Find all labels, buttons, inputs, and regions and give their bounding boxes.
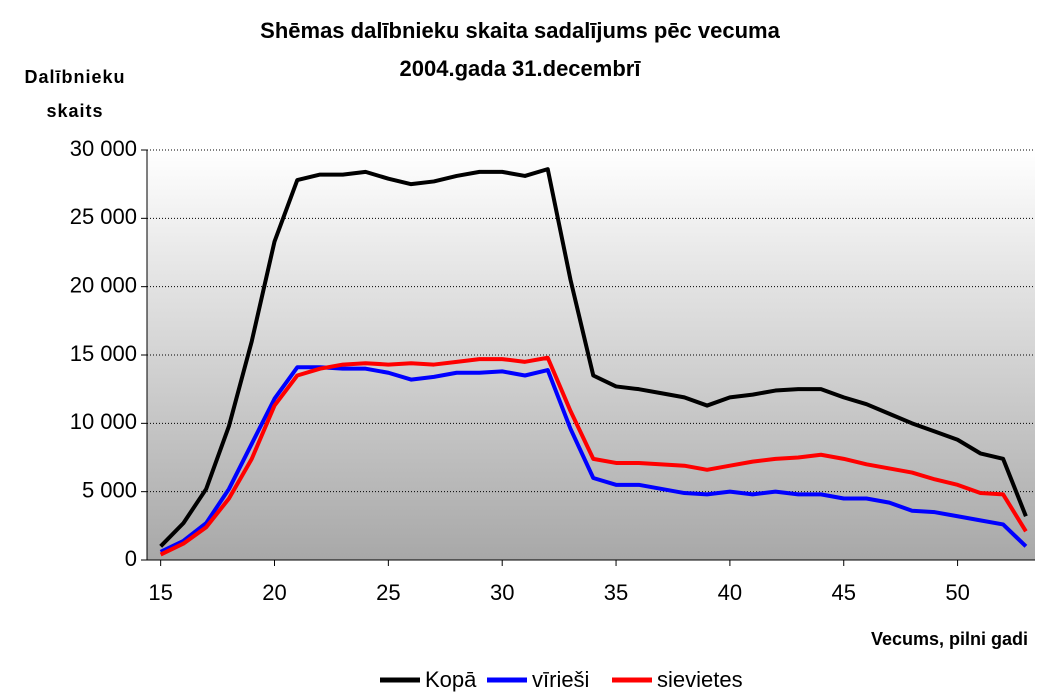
chart-title: Shēmas dalībnieku skaita sadalījums pēc … xyxy=(260,18,780,43)
chart-subtitle: 2004.gada 31.decembrī xyxy=(400,56,642,81)
y-axis-label: Dalībnieku skaits xyxy=(24,67,126,121)
y-tick-label: 20 000 xyxy=(70,272,137,297)
y-tick-label: 25 000 xyxy=(70,204,137,229)
x-tick-label: 35 xyxy=(604,580,628,605)
y-tick-label: 5 000 xyxy=(82,477,137,502)
series-line xyxy=(159,355,1028,557)
legend-label: sievietes xyxy=(657,667,743,692)
x-tick-label: 30 xyxy=(490,580,514,605)
x-tick-label: 15 xyxy=(148,580,172,605)
x-tick-label: 40 xyxy=(718,580,742,605)
series-line xyxy=(159,365,1028,554)
x-tick-label: 20 xyxy=(262,580,286,605)
x-axis-label: Vecums, pilni gadi xyxy=(871,629,1028,649)
x-tick-label: 45 xyxy=(831,580,855,605)
x-tick-label: 50 xyxy=(945,580,969,605)
series-line xyxy=(159,167,1028,548)
y-label-box: Dalībnieku skaits xyxy=(24,67,126,121)
y-tick-label: 0 xyxy=(125,546,137,571)
y-tick-label: 10 000 xyxy=(70,409,137,434)
y-tick-label: 15 000 xyxy=(70,341,137,366)
legend-label: vīrieši xyxy=(532,667,589,692)
legend-label: Kopā xyxy=(425,667,477,692)
x-tick-label: 25 xyxy=(376,580,400,605)
y-tick-label: 30 000 xyxy=(70,136,137,161)
